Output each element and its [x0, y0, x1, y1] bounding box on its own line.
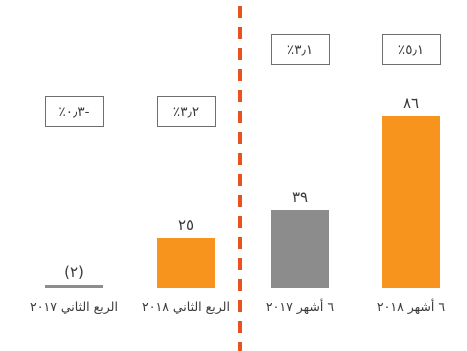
- value-label-4: ٨٦: [403, 94, 419, 112]
- text-layer: (٢) الربع الثاني ٢٠١٧ ٪٠٫٣- ٢٥ الربع الثاني …: [30, 42, 445, 315]
- category-label-1: الربع الثاني ٢٠١٧: [30, 299, 118, 315]
- change-label-4: ٪٥٫١: [398, 42, 424, 58]
- change-box-4: [382, 34, 441, 65]
- change-box-2: [157, 96, 216, 127]
- bar-2: [157, 238, 215, 288]
- category-label-2: الربع الثاني ٢٠١٨: [142, 299, 230, 315]
- category-label-4: ٦ أشهر ٢٠١٨: [377, 298, 445, 315]
- bars-layer: [45, 6, 441, 351]
- change-box-3: [271, 34, 330, 65]
- value-label-3: ٣٩: [292, 188, 308, 206]
- bar-3: [271, 210, 329, 288]
- change-label-2: ٪٣٫٢: [173, 104, 199, 120]
- value-label-2: ٢٥: [178, 216, 194, 234]
- bar-4: [382, 116, 440, 288]
- change-box-1: [45, 96, 104, 127]
- change-label-1: ٪٠٫٣-: [58, 104, 89, 120]
- category-label-3: ٦ أشهر ٢٠١٧: [266, 298, 334, 315]
- change-label-3: ٪٣٫١: [287, 42, 313, 58]
- value-label-1: (٢): [64, 263, 84, 281]
- bar-1: [45, 285, 103, 288]
